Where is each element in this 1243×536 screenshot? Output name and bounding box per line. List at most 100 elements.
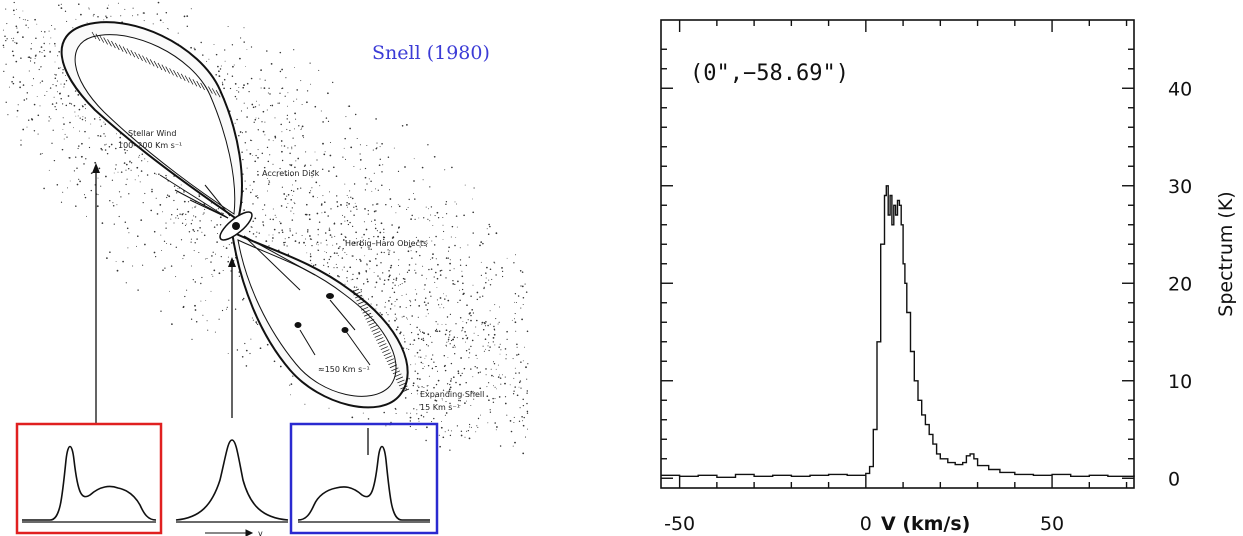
stipple-dot: [27, 19, 29, 21]
stipple-dot: [78, 145, 80, 147]
stipple-dot: [419, 378, 421, 380]
stipple-dot: [416, 413, 418, 415]
stipple-dot: [90, 189, 92, 192]
stipple-dot: [524, 283, 526, 285]
stipple-dot: [375, 308, 377, 310]
stipple-dot: [494, 329, 496, 331]
hatch-line: [165, 66, 171, 74]
stipple-dot: [443, 307, 445, 309]
stipple-dot: [225, 247, 228, 249]
stipple-dot: [190, 238, 192, 240]
stipple-dot: [279, 167, 281, 170]
stipple-dot: [442, 216, 444, 219]
stipple-dot: [449, 262, 451, 265]
stipple-dot: [86, 22, 88, 24]
stipple-dot: [354, 113, 357, 116]
stipple-dot: [382, 272, 384, 274]
stipple-dot: [30, 48, 32, 50]
stipple-dot: [114, 168, 117, 170]
stipple-dot: [138, 154, 140, 156]
stipple-dot: [266, 343, 269, 346]
stipple-dot: [446, 341, 448, 343]
stipple-dot: [181, 222, 184, 224]
stipple-dot: [279, 92, 281, 94]
stipple-dot: [493, 328, 496, 330]
stipple-dot: [352, 255, 354, 257]
stipple-dot: [252, 106, 255, 109]
stipple-dot: [155, 197, 157, 199]
stipple-dot: [159, 19, 162, 22]
stipple-dot: [359, 243, 361, 246]
stipple-dot: [485, 374, 487, 376]
stipple-dot: [250, 191, 252, 194]
stipple-dot: [455, 215, 458, 217]
stipple-dot: [305, 203, 308, 206]
stipple-dot: [425, 206, 427, 208]
stipple-dot: [218, 318, 220, 320]
stipple-dot: [399, 331, 402, 334]
stipple-dot: [37, 114, 40, 117]
stipple-dot: [128, 232, 130, 234]
label-accretion-disk: Accretion Disk: [262, 169, 320, 178]
stipple-dot: [322, 195, 324, 197]
stipple-dot: [526, 378, 528, 380]
stipple-dot: [19, 17, 21, 19]
stipple-dot: [54, 45, 56, 47]
stipple-dot: [5, 63, 7, 65]
stipple-dot: [481, 323, 483, 325]
stipple-dot: [73, 104, 76, 107]
stipple-dot: [295, 232, 297, 234]
stipple-dot: [383, 283, 385, 285]
stipple-dot: [61, 103, 64, 105]
stipple-dot: [409, 323, 411, 325]
stipple-dot: [257, 194, 259, 196]
stipple-dot: [465, 334, 467, 337]
stipple-dot: [4, 35, 6, 37]
stipple-dot: [383, 251, 385, 254]
stipple-dot: [445, 203, 447, 206]
stipple-dot: [153, 251, 156, 254]
stipple-dot: [339, 246, 341, 248]
stipple-dot: [226, 306, 228, 308]
y-axis-title: Spectrum (K): [1215, 191, 1237, 316]
hatch-line: [99, 35, 105, 43]
stipple-dot: [373, 271, 375, 273]
stipple-dot: [422, 337, 424, 339]
stipple-dot: [321, 212, 323, 214]
stipple-dot: [171, 214, 173, 216]
stipple-dot: [240, 110, 243, 112]
stipple-dot: [119, 136, 121, 139]
stipple-dot: [515, 372, 517, 374]
hatch-line: [388, 361, 396, 366]
stipple-dot: [447, 356, 449, 358]
stipple-dot: [183, 200, 186, 203]
stipple-dot: [342, 248, 344, 250]
stipple-dot: [241, 356, 244, 358]
stipple-dot: [238, 275, 241, 277]
stipple-dot: [346, 220, 349, 222]
stipple-dot: [168, 195, 171, 198]
stipple-dot: [287, 202, 289, 204]
stipple-dot: [399, 306, 401, 308]
stipple-dot: [463, 292, 465, 295]
stipple-dot: [391, 237, 394, 239]
stipple-dot: [477, 372, 479, 374]
stipple-dot: [314, 264, 317, 266]
stipple-dot: [375, 281, 378, 284]
stipple-dot: [415, 263, 417, 265]
stipple-dot: [435, 258, 437, 260]
stipple-dot: [43, 36, 45, 38]
stipple-dot: [337, 275, 339, 277]
stipple-dot: [494, 304, 496, 306]
stipple-dot: [411, 214, 413, 217]
stipple-dot: [442, 436, 445, 439]
stipple-dot: [132, 265, 134, 267]
stipple-dot: [479, 244, 481, 247]
stipple-dot: [366, 145, 368, 146]
stipple-dot: [262, 221, 264, 223]
stipple-dot: [434, 399, 437, 402]
stipple-dot: [54, 77, 57, 80]
stipple-dot: [106, 7, 109, 9]
stipple-dot: [274, 117, 276, 119]
stipple-dot: [410, 301, 412, 303]
